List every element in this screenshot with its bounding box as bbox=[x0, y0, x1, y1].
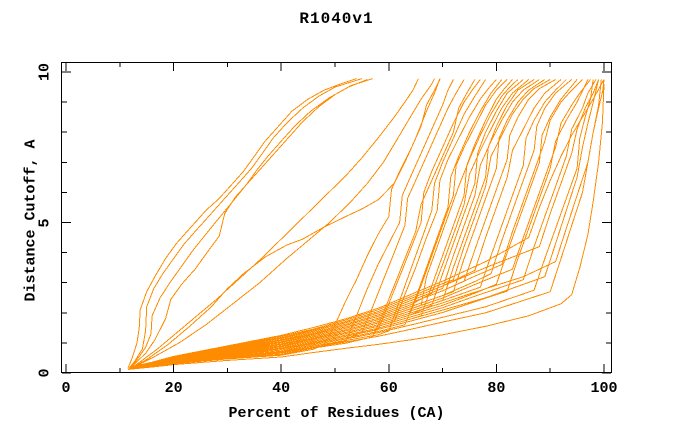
model-curve bbox=[130, 79, 605, 368]
model-curve bbox=[130, 79, 597, 369]
model-curve bbox=[130, 78, 419, 369]
x-tick-label: 0 bbox=[61, 380, 71, 397]
model-curve bbox=[130, 79, 600, 369]
model-curve bbox=[130, 79, 589, 369]
model-curve bbox=[130, 79, 551, 369]
model-curve bbox=[130, 79, 540, 369]
chart-title: R1040v1 bbox=[299, 10, 374, 28]
model-curve bbox=[130, 79, 594, 370]
model-curve bbox=[130, 79, 465, 370]
plot-frame bbox=[61, 62, 612, 373]
model-curve bbox=[128, 78, 363, 369]
model-curve bbox=[130, 79, 600, 369]
model-curve bbox=[130, 79, 578, 369]
x-axis-label: Percent of Residues (CA) bbox=[228, 405, 445, 422]
y-tick-label: 0 bbox=[36, 368, 54, 378]
model-curve bbox=[130, 79, 508, 369]
model-curve bbox=[130, 78, 435, 369]
model-curve bbox=[127, 78, 357, 369]
model-curve bbox=[130, 79, 503, 370]
x-tick-label: 100 bbox=[590, 380, 618, 397]
model-curve bbox=[129, 79, 368, 369]
x-tick-label: 40 bbox=[272, 380, 291, 397]
x-tick-label: 80 bbox=[487, 380, 506, 397]
model-curve bbox=[127, 83, 605, 370]
model-curve bbox=[130, 79, 567, 369]
model-curve bbox=[130, 79, 583, 369]
y-tick-label: 5 bbox=[36, 217, 54, 228]
x-tick-label: 20 bbox=[164, 380, 183, 397]
model-curve bbox=[130, 79, 487, 370]
model-curve bbox=[130, 79, 591, 369]
model-curve bbox=[130, 78, 373, 369]
model-curve bbox=[130, 79, 530, 369]
x-tick-label: 60 bbox=[379, 380, 398, 397]
model-curve bbox=[130, 79, 476, 370]
model-curve bbox=[130, 79, 605, 369]
y-tick-label: 10 bbox=[36, 62, 54, 82]
model-curve bbox=[130, 79, 573, 369]
model-curve bbox=[130, 79, 441, 370]
